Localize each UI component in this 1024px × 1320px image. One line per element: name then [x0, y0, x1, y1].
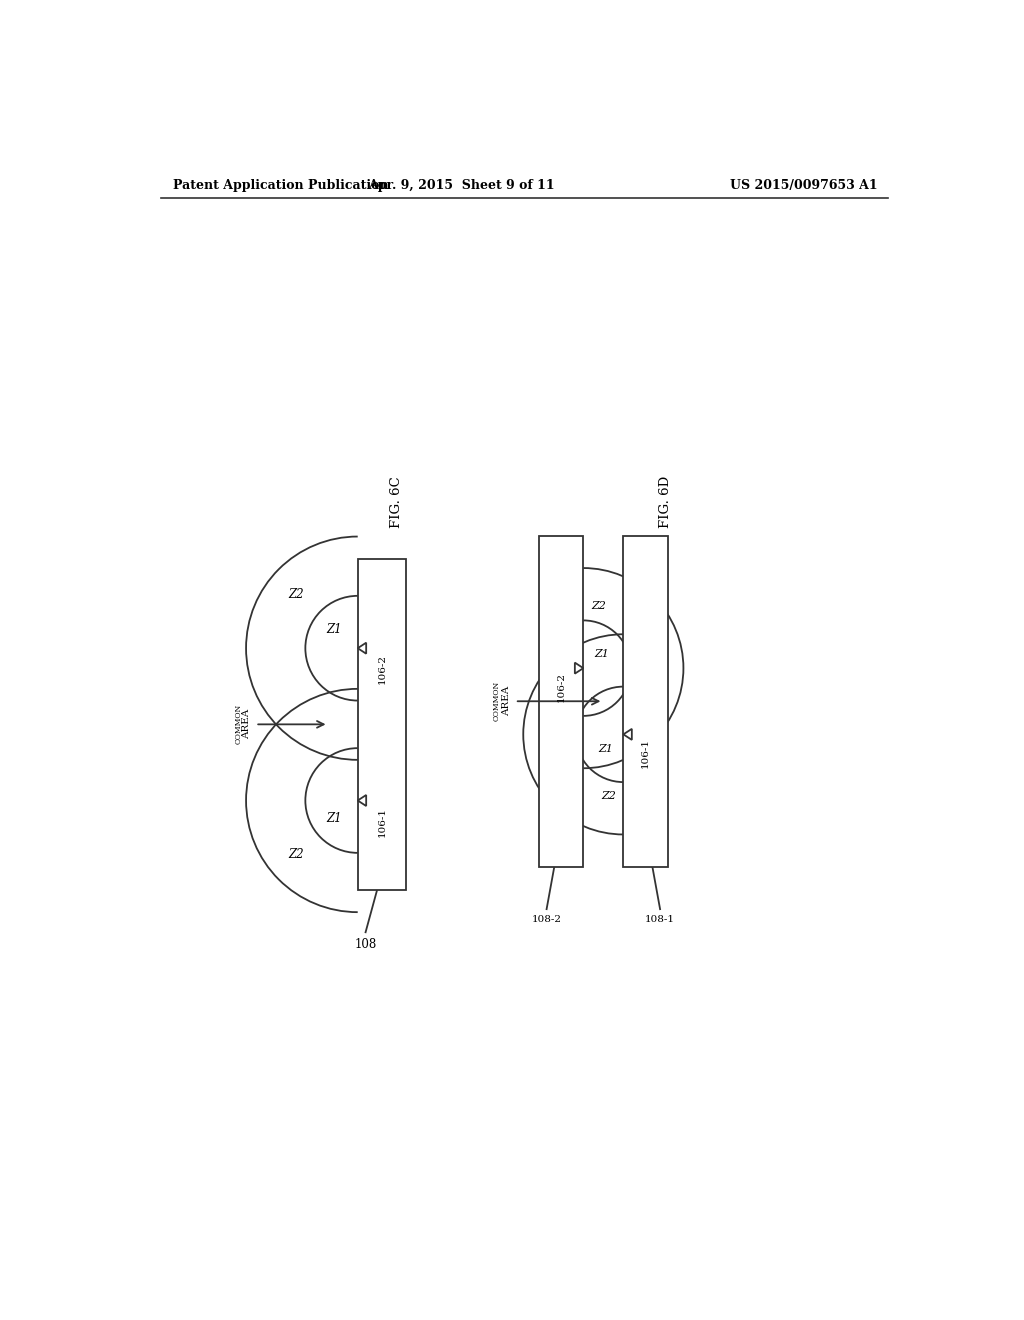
- Text: Z1: Z1: [594, 649, 609, 659]
- Bar: [357, 558, 407, 890]
- Text: Z1: Z1: [598, 743, 612, 754]
- Text: FIG. 6D: FIG. 6D: [659, 475, 672, 528]
- Text: Apr. 9, 2015  Sheet 9 of 11: Apr. 9, 2015 Sheet 9 of 11: [369, 178, 555, 191]
- Bar: [539, 536, 584, 867]
- Text: COMMON: COMMON: [493, 681, 501, 721]
- Text: Z2: Z2: [289, 847, 304, 861]
- Text: FIG. 6C: FIG. 6C: [390, 477, 402, 528]
- Text: Z2: Z2: [289, 589, 304, 601]
- Text: US 2015/0097653 A1: US 2015/0097653 A1: [730, 178, 878, 191]
- Text: 108: 108: [354, 939, 377, 952]
- Text: Z1: Z1: [327, 623, 342, 636]
- Text: Patent Application Publication: Patent Application Publication: [173, 178, 388, 191]
- Text: 106-2: 106-2: [378, 655, 386, 684]
- Text: Z2: Z2: [601, 792, 615, 801]
- Text: 106-1: 106-1: [378, 807, 386, 837]
- Text: AREA: AREA: [243, 709, 252, 739]
- Text: Z2: Z2: [591, 601, 606, 611]
- Text: COMMON: COMMON: [234, 705, 243, 744]
- Text: AREA: AREA: [502, 686, 511, 717]
- Text: Z1: Z1: [327, 812, 342, 825]
- Bar: [624, 536, 668, 867]
- Text: 106-2: 106-2: [556, 672, 565, 702]
- Text: 108-2: 108-2: [531, 915, 561, 924]
- Text: 108-1: 108-1: [645, 915, 675, 924]
- Text: 106-1: 106-1: [641, 738, 650, 768]
